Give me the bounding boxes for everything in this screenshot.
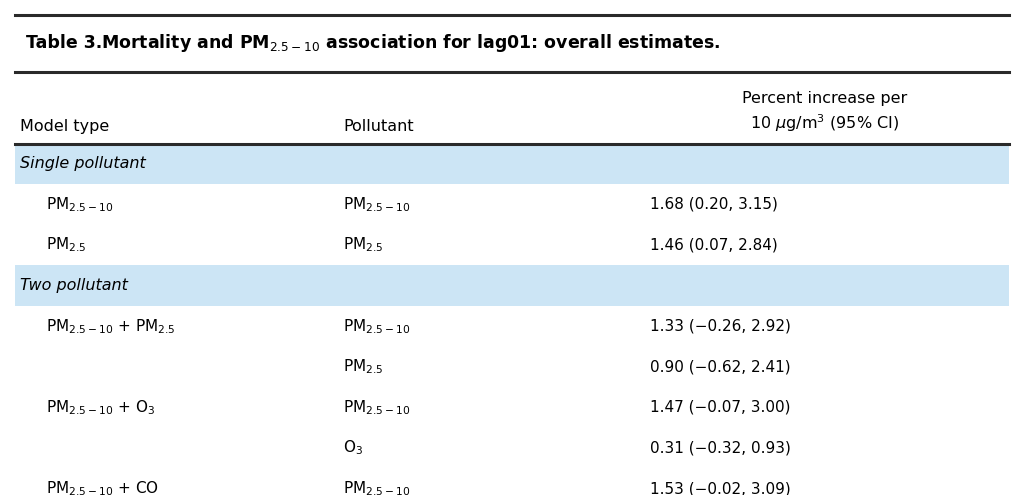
Text: PM$_{2.5-10}$: PM$_{2.5-10}$	[343, 195, 411, 214]
Text: 1.47 (−0.07, 3.00): 1.47 (−0.07, 3.00)	[650, 400, 791, 415]
Bar	[15, 265, 1009, 306]
Text: PM$_{2.5-10}$ + CO: PM$_{2.5-10}$ + CO	[46, 479, 159, 495]
Text: PM$_{2.5}$: PM$_{2.5}$	[343, 236, 383, 254]
Text: PM$_{2.5-10}$: PM$_{2.5-10}$	[343, 479, 411, 495]
Text: 1.68 (0.20, 3.15): 1.68 (0.20, 3.15)	[650, 197, 778, 212]
Bar	[15, 468, 1009, 495]
Text: Table 3.: Table 3.	[26, 34, 101, 52]
Bar	[15, 306, 1009, 346]
Text: Model type: Model type	[20, 119, 110, 134]
Text: 0.90 (−0.62, 2.41): 0.90 (−0.62, 2.41)	[650, 359, 791, 374]
Bar	[15, 144, 1009, 184]
Text: 1.33 (−0.26, 2.92): 1.33 (−0.26, 2.92)	[650, 319, 792, 334]
Text: PM$_{2.5-10}$: PM$_{2.5-10}$	[46, 195, 114, 214]
Text: PM$_{2.5}$: PM$_{2.5}$	[46, 236, 86, 254]
Text: 1.53 (−0.02, 3.09): 1.53 (−0.02, 3.09)	[650, 481, 791, 495]
Bar	[15, 387, 1009, 428]
Text: Single pollutant: Single pollutant	[20, 156, 146, 171]
Text: PM$_{2.5-10}$ + O$_3$: PM$_{2.5-10}$ + O$_3$	[46, 398, 156, 417]
Text: PM$_{2.5-10}$: PM$_{2.5-10}$	[343, 398, 411, 417]
Bar	[15, 15, 1009, 72]
Text: PM$_{2.5-10}$: PM$_{2.5-10}$	[343, 317, 411, 336]
Bar	[15, 225, 1009, 265]
Bar	[15, 184, 1009, 225]
Text: O$_3$: O$_3$	[343, 439, 364, 457]
Text: 0.31 (−0.32, 0.93): 0.31 (−0.32, 0.93)	[650, 441, 792, 455]
Bar	[15, 346, 1009, 387]
Text: Mortality and PM$_{2.5-10}$ association for lag01: overall estimates.: Mortality and PM$_{2.5-10}$ association …	[95, 32, 721, 54]
Text: PM$_{2.5-10}$ + PM$_{2.5}$: PM$_{2.5-10}$ + PM$_{2.5}$	[46, 317, 176, 336]
Text: Percent increase per: Percent increase per	[741, 92, 907, 106]
Text: 1.46 (0.07, 2.84): 1.46 (0.07, 2.84)	[650, 238, 778, 252]
Text: Two pollutant: Two pollutant	[20, 278, 128, 293]
Bar	[15, 428, 1009, 468]
Bar	[15, 72, 1009, 144]
Text: 10 $\mu$g/m$^3$ (95% CI): 10 $\mu$g/m$^3$ (95% CI)	[750, 112, 899, 134]
Text: Pollutant: Pollutant	[343, 119, 414, 134]
Text: PM$_{2.5}$: PM$_{2.5}$	[343, 357, 383, 376]
